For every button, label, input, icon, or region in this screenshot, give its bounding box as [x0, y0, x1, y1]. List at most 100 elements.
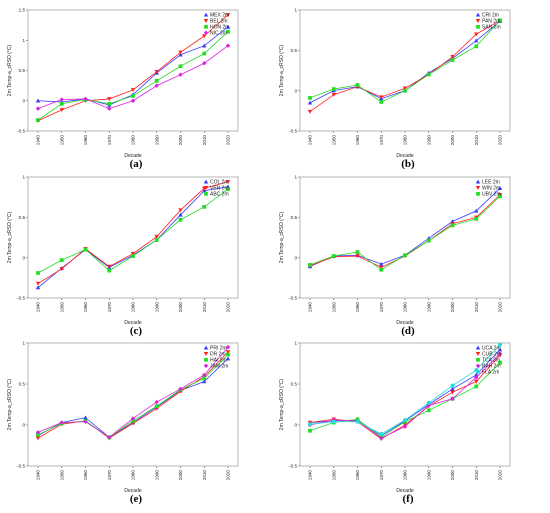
data-point [130, 88, 136, 93]
x-tick-label: 2020 [226, 302, 231, 313]
y-axis-label: 2m Temp-a_cRSO (°C) [7, 44, 13, 96]
data-point [225, 43, 231, 48]
data-point [107, 268, 112, 273]
data-point [131, 94, 135, 98]
y-tick-label: 0.5 [291, 215, 298, 220]
data-point [308, 422, 312, 427]
x-tick-label: 2010 [474, 302, 479, 313]
y-tick-label: 1.5 [19, 8, 26, 13]
data-point [426, 400, 431, 405]
series-line [309, 20, 501, 112]
series-dr-2m [35, 350, 231, 441]
data-point [178, 50, 183, 55]
data-point [225, 350, 231, 355]
series-line [37, 186, 229, 288]
data-point [226, 352, 230, 357]
y-tick-label: 0 [294, 423, 297, 428]
legend-entry: TCA 2m [482, 358, 500, 364]
legend-entry: MEX 2m [210, 13, 229, 19]
data-point [474, 38, 479, 43]
data-point [497, 186, 503, 191]
data-point [426, 72, 431, 77]
y-tick-label: 1 [22, 175, 25, 180]
data-point [130, 98, 136, 103]
series-win-2m [307, 192, 503, 270]
legend-entry: FLA 2m [482, 370, 499, 376]
data-point [202, 43, 207, 48]
x-tick-label: 2000 [178, 135, 183, 146]
x-tick-label: 1940 [308, 302, 313, 313]
x-axis-label: Decade [124, 320, 141, 326]
x-tick-label: 2000 [450, 135, 455, 146]
data-point [379, 435, 384, 441]
x-tick-label: 1960 [355, 302, 360, 313]
data-point [225, 13, 231, 18]
x-tick-label: 2000 [450, 302, 455, 313]
data-point [450, 383, 455, 388]
data-point [154, 404, 159, 409]
data-point [83, 96, 88, 102]
data-point [450, 386, 455, 391]
data-point [202, 51, 207, 56]
legend-entry: ABC 2m [210, 192, 229, 198]
data-point [403, 88, 407, 93]
data-point [225, 180, 231, 185]
x-axis-label: Decade [124, 153, 141, 159]
legend-marker [475, 352, 481, 356]
y-tick-label: 0 [294, 255, 297, 260]
y-tick-label: -0.5 [289, 129, 297, 134]
data-point [426, 238, 431, 243]
data-point [225, 356, 231, 361]
data-point [474, 32, 479, 37]
data-point [226, 29, 230, 34]
data-point [450, 55, 455, 59]
legend-marker [475, 19, 481, 23]
data-point [308, 263, 312, 267]
data-point [154, 69, 159, 74]
x-axis-label: Decade [124, 488, 141, 494]
legend-entry: CRI 2m [482, 13, 499, 19]
x-tick-label: 1940 [308, 470, 313, 481]
data-point [107, 101, 112, 106]
data-point [379, 265, 384, 270]
legend-entry: LEE 2m [482, 180, 500, 186]
legend-entry: HON 2m [210, 25, 229, 31]
x-tick-label: 2020 [498, 470, 503, 481]
data-point [331, 92, 336, 97]
legend-marker [203, 19, 209, 23]
legend-marker [204, 191, 208, 196]
x-tick-label: 2020 [498, 135, 503, 146]
data-point [178, 72, 183, 77]
data-point [131, 254, 135, 258]
x-tick-label: 1980 [131, 470, 136, 481]
panel-label: (f) [403, 493, 414, 505]
legend-marker [476, 357, 480, 362]
data-point [379, 432, 384, 436]
x-tick-label: 1940 [36, 302, 41, 313]
legend-marker [203, 30, 209, 35]
data-point [83, 247, 88, 252]
y-tick-label: -0.5 [17, 129, 25, 134]
legend-marker [203, 186, 209, 190]
data-point [154, 78, 159, 83]
legend-entry: BAH 2m [482, 364, 501, 370]
data-point [308, 96, 312, 100]
x-tick-label: 2010 [202, 470, 207, 481]
data-point [225, 24, 231, 29]
legend-entry: JAM 2m [210, 364, 228, 370]
legend-marker [203, 179, 209, 184]
x-tick-label: 1980 [403, 135, 408, 146]
data-point [497, 347, 503, 352]
data-point [355, 419, 360, 424]
data-point [83, 415, 88, 420]
data-point [154, 83, 159, 88]
legend-entry: WIN 2m [482, 186, 500, 192]
legend-marker [476, 191, 480, 196]
x-tick-label: 1980 [131, 135, 136, 146]
panel-label: (d) [401, 325, 415, 337]
